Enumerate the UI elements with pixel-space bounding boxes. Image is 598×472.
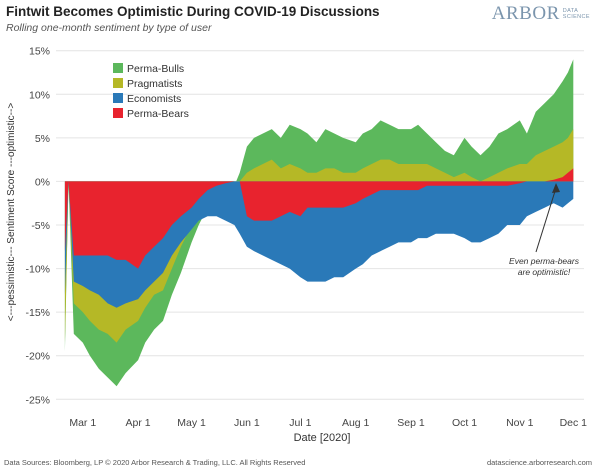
logo-subtitle: DATA SCIENCE bbox=[563, 8, 590, 21]
footer-url[interactable]: datascience.arborresearch.com bbox=[486, 458, 592, 467]
y-tick-label: -5% bbox=[31, 220, 50, 232]
y-tick-label: -25% bbox=[25, 394, 50, 406]
y-tick-label: 10% bbox=[29, 89, 50, 101]
x-tick-label: Oct 1 bbox=[452, 417, 477, 429]
x-tick-label: Mar 1 bbox=[69, 417, 96, 429]
y-tick-label: 5% bbox=[35, 133, 50, 145]
annotation-arrow-line bbox=[535, 187, 557, 253]
x-axis-label: Date [2020] bbox=[294, 432, 351, 444]
data-source-footer: Data Sources: Bloomberg, LP © 2020 Arbor… bbox=[4, 458, 306, 467]
y-tick-label: -15% bbox=[25, 307, 50, 319]
annotation-line2: are optimistic! bbox=[518, 267, 571, 277]
legend-label: Perma-Bears bbox=[127, 108, 189, 120]
y-tick-label: -20% bbox=[25, 351, 50, 363]
legend-swatch bbox=[113, 93, 123, 103]
logo-word: ARBOR bbox=[491, 3, 560, 24]
y-axis-label: <---pessimistic--- Sentiment Score ---op… bbox=[6, 103, 17, 322]
annotation-line1: Even perma-bears bbox=[509, 256, 580, 266]
area-economists bbox=[64, 181, 574, 308]
x-tick-label: Jul 1 bbox=[289, 417, 311, 429]
y-tick-label: -10% bbox=[25, 264, 50, 276]
annotation: Even perma-bears are optimistic! bbox=[509, 183, 580, 277]
y-tick-label: 0% bbox=[35, 176, 50, 188]
chart-title: Fintwit Becomes Optimistic During COVID-… bbox=[6, 4, 380, 19]
legend-swatch bbox=[113, 78, 123, 88]
legend-label: Perma-Bulls bbox=[127, 63, 184, 75]
x-tick-label: Aug 1 bbox=[342, 417, 370, 429]
x-tick-label: Sep 1 bbox=[397, 417, 425, 429]
x-tick-label: May 1 bbox=[177, 417, 206, 429]
legend-swatch bbox=[113, 108, 123, 118]
arbor-logo: ARBOR DATA SCIENCE bbox=[492, 3, 590, 25]
x-tick-labels: Mar 1 Apr 1 May 1 Jun 1 Jul 1 Aug 1 Sep 1 Oct 1… bbox=[69, 417, 587, 429]
legend-swatch bbox=[113, 63, 123, 73]
area-perma-bears bbox=[64, 168, 574, 269]
y-tick-label: 15% bbox=[29, 46, 50, 58]
x-tick-label: Nov 1 bbox=[506, 417, 534, 429]
legend-label: Economists bbox=[127, 93, 181, 105]
chart-subtitle: Rolling one-month sentiment by type of u… bbox=[6, 22, 212, 34]
logo-sub-line2: SCIENCE bbox=[562, 14, 590, 20]
x-tick-label: Apr 1 bbox=[125, 417, 150, 429]
legend-label: Pragmatists bbox=[127, 78, 182, 90]
y-tick-labels: 15% 10% 5% 0% -5% -10% -15% -20% -25% bbox=[25, 46, 50, 407]
x-tick-label: Dec 1 bbox=[560, 417, 588, 429]
logo-sub-line1: DATA bbox=[562, 7, 579, 14]
series-areas bbox=[64, 59, 574, 387]
legend: Perma-Bulls Pragmatists Economists Perma-Be… bbox=[113, 63, 189, 120]
x-tick-label: Jun 1 bbox=[234, 417, 260, 429]
annotation-arrowhead bbox=[552, 183, 560, 193]
